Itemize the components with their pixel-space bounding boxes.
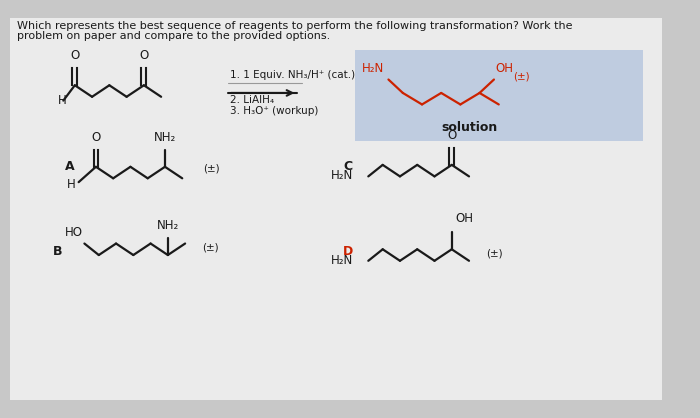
Text: O: O [70,49,79,62]
Text: (±): (±) [486,248,503,258]
Text: H₂N: H₂N [363,62,384,75]
Text: solution: solution [442,121,498,134]
Text: H₂N: H₂N [330,169,353,182]
Text: Which represents the best sequence of reagents to perform the following transfor: Which represents the best sequence of re… [18,21,573,31]
Text: H: H [67,178,76,191]
Text: O: O [447,129,456,142]
Text: NH₂: NH₂ [157,219,179,232]
Text: C: C [344,160,353,173]
Text: H: H [57,94,66,107]
Text: (±): (±) [513,71,530,82]
Text: HO: HO [64,226,83,239]
Text: B: B [52,245,62,258]
Text: D: D [344,245,354,258]
Text: 1. 1 Equiv. NH₃/H⁺ (cat.): 1. 1 Equiv. NH₃/H⁺ (cat.) [230,69,356,79]
Text: OH: OH [496,62,514,75]
Text: A: A [65,160,75,173]
Text: H₂N: H₂N [330,254,353,267]
Text: NH₂: NH₂ [154,131,176,144]
Text: (±): (±) [203,164,220,174]
Text: O: O [139,49,148,62]
Text: 3. H₃O⁺ (workup): 3. H₃O⁺ (workup) [230,106,318,116]
Text: OH: OH [456,212,474,225]
Text: 2. LiAlH₄: 2. LiAlH₄ [230,95,274,105]
Bar [355,50,643,141]
Text: O: O [91,131,101,144]
Text: (±): (±) [202,242,219,252]
Text: problem on paper and compare to the provided options.: problem on paper and compare to the prov… [18,31,330,41]
